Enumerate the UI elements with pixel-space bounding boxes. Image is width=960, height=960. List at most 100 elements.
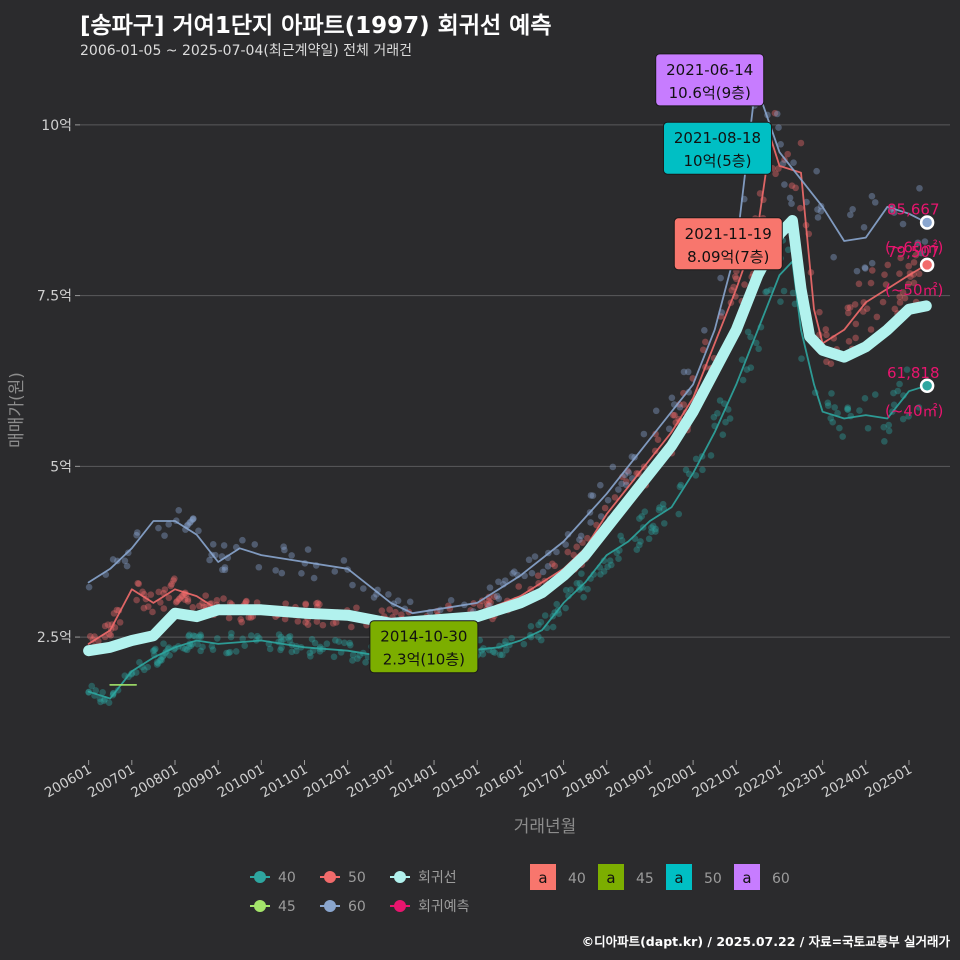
scatter-point-50 [243, 597, 250, 605]
scatter-point-60 [298, 570, 305, 577]
legend-label-swatch [598, 864, 624, 890]
legend-label-swatch [734, 864, 760, 890]
scatter-point-60 [814, 214, 822, 221]
scatter-point-60 [206, 556, 213, 564]
scatter-point-40 [185, 632, 192, 640]
scatter-point-40 [613, 549, 621, 557]
scatter-point-50 [881, 271, 888, 279]
chart-credit: ©디아파트(dapt.kr) / 2025.07.22 / 자료=국토교통부 실… [581, 934, 950, 949]
scatter-point-40 [707, 452, 715, 459]
scatter-point-40 [659, 500, 667, 508]
forecast-value: 79,507 [887, 243, 940, 261]
scatter-point-60 [394, 597, 402, 605]
scatter-point-50 [823, 358, 830, 366]
scatter-point-60 [186, 519, 194, 527]
scatter-point-40 [226, 648, 234, 656]
scatter-point-40 [692, 472, 700, 479]
scatter-point-50 [171, 575, 178, 582]
scatter-point-50 [329, 620, 337, 627]
scatter-point-40 [885, 427, 893, 435]
scatter-point-50 [896, 299, 904, 306]
scatter-point-40 [88, 682, 96, 690]
legend-swatch-dot [254, 871, 266, 883]
scatter-point-40 [187, 642, 195, 650]
scatter-point-60 [221, 566, 229, 574]
scatter-point-60 [916, 184, 923, 192]
scatter-point-50 [897, 254, 904, 262]
legend-label-swatch [530, 864, 556, 890]
scatter-point-50 [601, 504, 609, 512]
scatter-point-40 [575, 586, 583, 593]
scatter-point-40 [479, 650, 487, 658]
scatter-point-40 [228, 629, 235, 637]
legend-label-glyph: a [606, 869, 615, 887]
scatter-point-40 [502, 637, 509, 645]
scatter-point-40 [186, 631, 193, 639]
x-tick-label: 202001 [646, 762, 699, 802]
scatter-point-60 [501, 577, 509, 584]
x-tick-label: 201301 [344, 762, 397, 802]
scatter-point-40 [232, 648, 240, 655]
scatter-point-60 [684, 368, 692, 376]
scatter-point-40 [655, 506, 663, 514]
scatter-point-40 [502, 646, 510, 654]
scatter-point-40 [190, 632, 197, 639]
scatter-point-40 [227, 633, 235, 641]
scatter-point-50 [901, 294, 909, 302]
scatter-point-50 [178, 593, 185, 600]
legend-label-text: 45 [636, 871, 654, 887]
scatter-point-40 [600, 557, 608, 565]
scatter-point-50 [491, 593, 498, 601]
scatter-point-40 [286, 632, 294, 640]
scatter-point-40 [537, 636, 545, 644]
scatter-point-60 [528, 569, 536, 577]
scatter-point-40 [154, 659, 162, 667]
scatter-point-40 [288, 648, 296, 656]
legend-label-text: 40 [568, 871, 586, 887]
scatter-point-40 [136, 659, 143, 666]
scatter-point-50 [844, 304, 852, 312]
annotation-labels: 85,667 (~60㎡)79,507 (~50㎡) 61,818 (~40㎡) 2021… [369, 53, 943, 674]
scatter-point-60 [597, 481, 604, 489]
scatter-point-40 [346, 639, 353, 647]
scatter-point-40 [645, 535, 653, 543]
scatter-point-40 [97, 698, 104, 706]
scatter-point-40 [197, 647, 204, 655]
x-axis-title: 거래년월 [514, 817, 577, 837]
annotation-date: 2014-10-30 [380, 628, 467, 646]
series-line-40 [87, 260, 928, 700]
scatter-point-60 [189, 516, 196, 524]
scatter-point-40 [641, 508, 649, 515]
scatter-point-40 [692, 455, 700, 463]
scatter-point-50 [851, 301, 859, 308]
scatter-point-40 [578, 570, 585, 577]
legend-label-swatch [666, 864, 692, 890]
scatter-point-60 [779, 160, 787, 167]
scatter-point-40 [275, 631, 283, 638]
x-tick-label: 201901 [603, 762, 656, 802]
scatter-point-60 [161, 532, 168, 539]
x-tick-label: 200601 [42, 762, 95, 802]
scatter-point-40 [744, 328, 752, 336]
scatter-point-40 [100, 697, 108, 705]
scatter-point-40 [726, 415, 734, 422]
scatter-point-40 [159, 653, 166, 661]
scatter-point-40 [223, 649, 230, 657]
scatter-point-40 [152, 645, 159, 653]
scatter-point-40 [166, 652, 173, 659]
scatter-point-40 [99, 689, 106, 696]
scatter-point-60 [861, 264, 869, 271]
scatter-point-40 [880, 423, 888, 431]
scatter-point-50 [179, 592, 186, 599]
scatter-point-50 [144, 603, 152, 610]
scatter-point-60 [184, 521, 192, 529]
scatter-point-50 [534, 572, 542, 579]
scatter-point-50 [104, 621, 112, 628]
annotation-date: 2021-08-18 [674, 129, 761, 147]
legend-swatch-dot [254, 900, 266, 912]
scatter-point-50 [680, 401, 688, 408]
legend-swatch-dot [394, 900, 406, 912]
y-tick-label: 2.5억 [37, 630, 72, 646]
scatter-point-60 [562, 541, 569, 548]
scatter-point-40 [92, 687, 100, 694]
